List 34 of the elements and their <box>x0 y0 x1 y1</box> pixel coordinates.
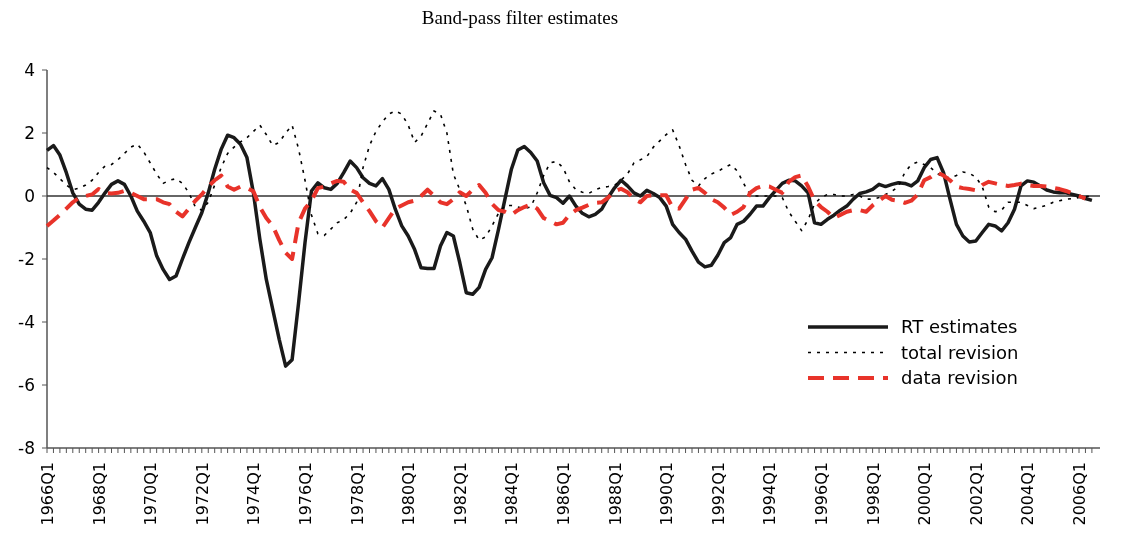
line-series <box>45 170 1088 261</box>
x-tick-label: 1998Q1 <box>863 462 883 526</box>
x-tick-label: 1988Q1 <box>605 462 625 526</box>
x-tick-label: 2002Q1 <box>966 462 986 526</box>
y-tick-label: 0 <box>24 185 35 206</box>
y-tick-label: -4 <box>18 311 35 332</box>
x-tick-label: 1996Q1 <box>812 462 831 526</box>
x-tick-label: 1966Q1 <box>38 462 57 526</box>
y-tick-label: 2 <box>24 122 35 143</box>
x-tick-label: 2006Q1 <box>1070 462 1089 526</box>
x-tick-label: 1974Q1 <box>244 462 264 526</box>
x-tick-label: 1978Q1 <box>347 462 367 526</box>
y-tick-label: -2 <box>18 248 35 269</box>
y-tick-label: 4 <box>24 59 35 80</box>
x-tick-label: 1984Q1 <box>502 462 522 526</box>
x-tick-label: 1992Q1 <box>708 462 728 526</box>
x-tick-label: 1972Q1 <box>192 462 212 526</box>
line-series <box>45 133 1094 368</box>
x-tick-label: 1990Q1 <box>657 462 677 526</box>
x-tick-label: 1968Q1 <box>89 462 109 526</box>
x-tick-label: 1982Q1 <box>450 462 470 526</box>
y-tick-label: -6 <box>18 374 35 395</box>
x-tick-label: 2000Q1 <box>915 462 935 526</box>
x-tick-label: 1970Q1 <box>141 462 161 526</box>
x-tick-label: 1980Q1 <box>399 462 419 526</box>
x-tick-label: 2004Q1 <box>1018 462 1038 526</box>
legend-label: data revision <box>901 367 1018 389</box>
legend-label: RT estimates <box>901 316 1018 338</box>
x-tick-label: 1994Q1 <box>760 462 780 526</box>
x-tick-label: 1986Q1 <box>554 462 573 526</box>
y-tick-label: -8 <box>18 437 35 458</box>
chart-title: Band-pass filter estimates <box>421 7 619 28</box>
legend-label: total revision <box>901 341 1019 363</box>
x-tick-label: 1976Q1 <box>296 462 315 526</box>
